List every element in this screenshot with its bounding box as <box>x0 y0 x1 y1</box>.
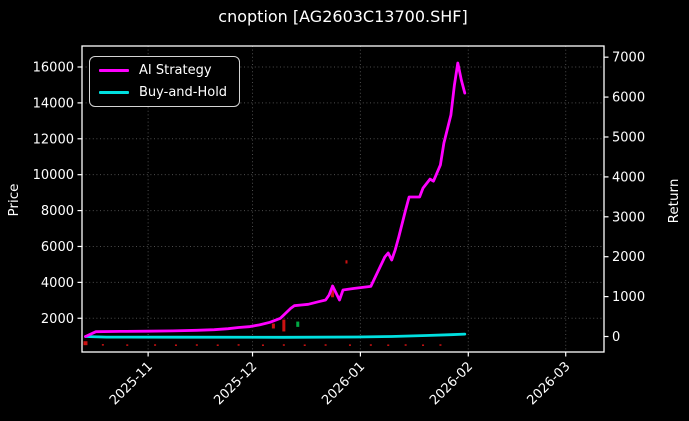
left-tick-label: 14000 <box>33 96 74 111</box>
ai-strategy-line-swatch <box>99 68 129 73</box>
right-tick-label: 3000 <box>612 210 645 225</box>
price-mark <box>345 260 348 264</box>
legend-item-ai-strategy: AI Strategy <box>99 63 227 78</box>
legend: AI Strategy Buy-and-Hold <box>89 56 241 107</box>
left-tick-label: 16000 <box>33 60 74 75</box>
left-tick-label: 12000 <box>33 132 74 147</box>
right-axis-label: Return <box>666 178 682 224</box>
price-mark <box>303 344 306 346</box>
price-mark <box>216 344 219 346</box>
right-tick-label: 0 <box>612 330 620 345</box>
x-tick-label: 2026-01 <box>319 359 368 408</box>
price-mark <box>422 344 425 346</box>
price-mark <box>331 285 335 298</box>
price-mark <box>83 341 88 346</box>
price-mark <box>237 344 240 346</box>
right-tick-label: 1000 <box>612 290 645 305</box>
x-tick-label: 2026-03 <box>525 359 574 408</box>
left-tick-label: 2000 <box>41 312 74 327</box>
price-mark <box>296 321 300 327</box>
legend-item-buy-and-hold: Buy-and-Hold <box>99 85 227 100</box>
x-tick-label: 2025-11 <box>107 359 156 408</box>
price-mark <box>271 323 275 329</box>
left-tick-label: 8000 <box>41 204 74 219</box>
right-tick-label: 6000 <box>612 91 645 106</box>
price-mark <box>282 344 285 346</box>
left-tick-label: 4000 <box>41 276 74 291</box>
right-tick-label: 2000 <box>612 250 645 265</box>
price-mark <box>261 344 264 346</box>
price-mark <box>387 344 390 346</box>
price-mark <box>369 344 372 346</box>
price-mark <box>282 319 286 332</box>
price-mark <box>101 344 104 346</box>
series-path-ai-strategy <box>84 61 467 338</box>
buy-and-hold-line-swatch <box>99 90 129 95</box>
left-axis-label: Price <box>6 183 22 217</box>
right-tick-label: 7000 <box>612 51 645 66</box>
price-mark <box>439 344 442 346</box>
right-tick-label: 4000 <box>612 170 645 185</box>
series-path-buy-and-hold <box>84 332 467 339</box>
price-mark <box>126 344 129 346</box>
price-mark <box>154 344 157 346</box>
plot-border <box>81 45 605 353</box>
price-mark <box>404 344 407 346</box>
left-tick-label: 6000 <box>41 240 74 255</box>
right-tick-label: 5000 <box>612 130 645 145</box>
legend-label-ai-strategy: AI Strategy <box>139 63 212 78</box>
price-mark <box>348 344 351 346</box>
x-tick-label: 2026-02 <box>427 359 476 408</box>
price-mark <box>195 344 198 346</box>
x-tick-label: 2025-12 <box>211 359 260 408</box>
price-mark <box>174 344 177 346</box>
legend-label-buy-and-hold: Buy-and-Hold <box>139 85 228 100</box>
price-mark <box>324 344 327 346</box>
left-tick-label: 10000 <box>33 168 74 183</box>
chart-title: cnoption [AG2603C13700.SHF] <box>218 7 468 26</box>
